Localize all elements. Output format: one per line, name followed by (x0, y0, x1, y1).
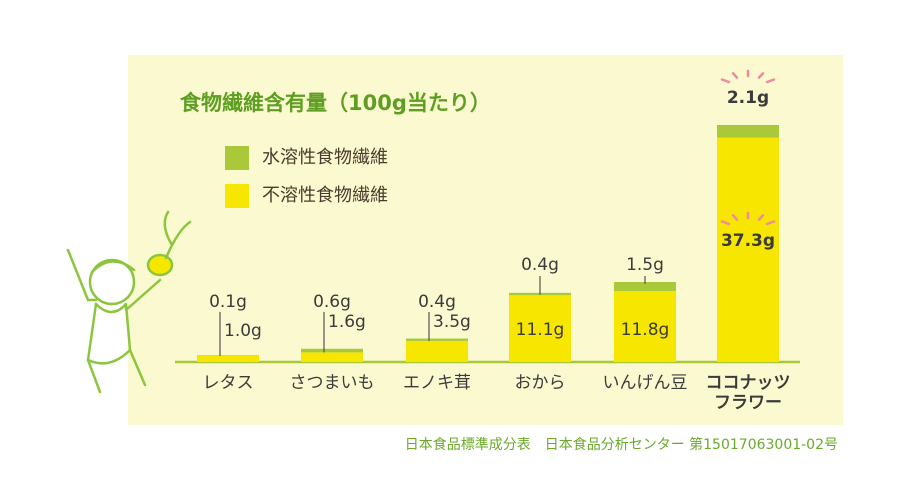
value-label: 0.4g (418, 292, 456, 312)
x-tick-label: エノキ茸 (403, 373, 471, 393)
value-label: 1.6g (328, 312, 366, 332)
legend-swatch (225, 184, 249, 208)
x-tick-label: さつまいも (289, 373, 375, 393)
ray (765, 220, 776, 226)
value-label: 0.6g (313, 292, 351, 312)
bar-segment (717, 125, 779, 138)
bar-segment (614, 281, 676, 292)
source: 日本食品標準成分表 日本食品分析センター 第15017063001-02号 (405, 436, 838, 453)
chart-title: 食物繊維含有量（100g当たり） (180, 91, 491, 115)
bar-segment (197, 355, 259, 356)
ray (731, 214, 739, 221)
legend-swatch (225, 146, 249, 170)
illustration (66, 210, 192, 394)
bar-segment (614, 291, 676, 362)
value-label: 11.8g (621, 320, 670, 340)
ray (757, 72, 765, 79)
bar-segment (509, 295, 571, 362)
ray (731, 72, 739, 79)
legend-label: 水溶性食物繊維 (262, 147, 388, 168)
ray (757, 214, 765, 221)
bar-segment (717, 137, 779, 362)
x-tick-label: レタス (202, 373, 254, 393)
x-tick-label: いんげん豆 (602, 373, 688, 393)
value-label: 0.1g (209, 292, 247, 312)
legend-label: 不溶性食物繊維 (262, 185, 388, 206)
ray (720, 78, 731, 84)
ray (765, 78, 776, 84)
x-tick-label: おから (514, 373, 566, 393)
value-label: 3.5g (433, 312, 471, 332)
value-label: 11.1g (516, 320, 565, 340)
x-tick-label: ココナッツ フラワー (705, 373, 791, 413)
value-label: 2.1g (727, 88, 769, 108)
value-label: 1.0g (224, 321, 262, 341)
value-label: 1.5g (626, 255, 664, 275)
bar-segment (197, 355, 259, 362)
value-label: 37.3g (721, 231, 775, 251)
bar-segment (301, 352, 363, 362)
bar-segment (406, 340, 468, 362)
ray (720, 220, 731, 226)
value-label: 0.4g (521, 255, 559, 275)
bar-segment (301, 348, 363, 353)
bar-segment (406, 338, 468, 341)
